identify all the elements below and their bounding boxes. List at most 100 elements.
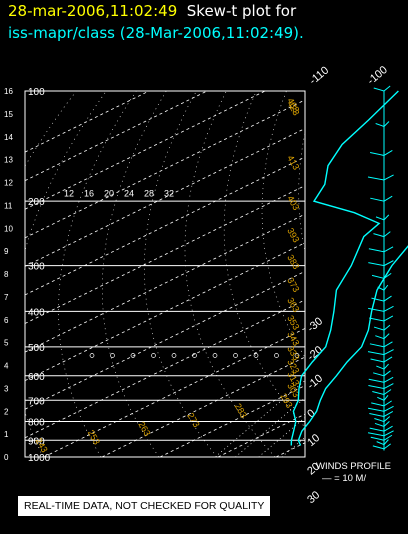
- mixing-ratio-marker: [274, 353, 279, 358]
- wind-barb: [383, 246, 394, 253]
- wind-barb: [370, 436, 385, 441]
- mixing-ratio-marker: [233, 353, 238, 358]
- pressure-tick-label: 600: [28, 372, 45, 383]
- wind-barb: [383, 315, 394, 322]
- dry-adiabat: [144, 90, 218, 458]
- dry-adiabat-label: 353: [285, 314, 301, 332]
- pressure-tick-label: 800: [28, 418, 45, 429]
- height-tick-label: 16: [4, 87, 13, 96]
- mixing-ratio-marker: [192, 353, 197, 358]
- height-tick-label: 8: [4, 270, 9, 279]
- wind-barb: [383, 430, 394, 437]
- plot-timestamp: 28-mar-2006,11:02:49: [8, 2, 178, 20]
- wind-barb: [373, 372, 385, 377]
- wind-barb: [383, 421, 390, 427]
- wind-barb: [375, 335, 385, 340]
- mixing-ratio-marker: [294, 353, 300, 358]
- isotherm-line: [24, 90, 266, 210]
- wind-barb: [383, 416, 391, 422]
- pressure-tick-label: 200: [28, 197, 45, 208]
- wind-barb: [377, 396, 385, 401]
- wind-barb: [383, 341, 393, 348]
- wind-barb: [383, 389, 392, 395]
- wind-barb: [376, 441, 385, 446]
- grid-layer: [24, 90, 306, 458]
- isotherm-right-label: -10: [305, 372, 325, 391]
- height-tick-label: 14: [4, 133, 13, 142]
- dry-adiabat-label: 393: [285, 226, 301, 244]
- wind-barb: [383, 85, 391, 92]
- wind-barb: [376, 365, 385, 370]
- wind-barb: [374, 418, 385, 423]
- height-tick-label: 5: [4, 339, 9, 348]
- height-tick-label: 7: [4, 293, 9, 302]
- dry-adiabat-label: 273: [185, 411, 201, 429]
- dry-adiabat-label: 373: [285, 276, 301, 294]
- wind-barb: [383, 121, 390, 127]
- height-tick-label: 2: [4, 407, 9, 416]
- wind-barb: [368, 307, 385, 312]
- wind-barb: [374, 422, 385, 427]
- mixing-ratio-marker: [89, 353, 95, 358]
- mixing-ratio-label: 12: [64, 188, 74, 198]
- mixing-ratio-label: 28: [144, 188, 154, 198]
- wind-barb: [369, 317, 385, 322]
- wind-barb: [383, 349, 394, 356]
- dry-adiabat: [102, 90, 167, 458]
- dry-adiabat: [261, 90, 305, 357]
- wind-barb: [371, 402, 385, 407]
- isotherm-line: [24, 99, 306, 239]
- isotherm-right-label: 30: [305, 489, 322, 506]
- isotherm-line: [24, 299, 306, 439]
- pressure-tick-label: 100: [28, 87, 45, 98]
- isotherm-right-label: -20: [305, 344, 325, 363]
- wind-barb: [368, 262, 385, 267]
- height-tick-label: 13: [4, 156, 13, 165]
- wind-barb: [383, 376, 394, 383]
- isotherm-line: [24, 156, 306, 296]
- isotherm-top-label: -100: [365, 64, 390, 87]
- wind-barb: [383, 150, 393, 156]
- mixing-ratio-label: 32: [164, 188, 174, 198]
- isotherm-line: [43, 328, 306, 458]
- pressure-tick-label: 700: [28, 396, 45, 407]
- plot-subtitle: iss-mapr/class (28-Mar-2006,11:02:49).: [8, 24, 304, 42]
- wind-barb: [383, 383, 394, 389]
- dry-adiabat: [25, 90, 107, 458]
- wind-barb: [383, 394, 389, 401]
- wind-barb: [368, 248, 385, 253]
- wind-barb: [375, 122, 385, 127]
- wind-barb: [370, 197, 385, 202]
- dry-adiabat-label: 283: [233, 402, 249, 420]
- wind-barb: [383, 363, 389, 370]
- mixing-ratio-marker: [212, 353, 218, 358]
- height-tick-label: 15: [4, 110, 13, 119]
- wind-barb: [383, 434, 393, 441]
- wind-barb: [383, 214, 390, 221]
- wind-barb: [383, 284, 389, 291]
- temperature-profile-line: [297, 245, 408, 446]
- mixing-ratio-marker: [130, 353, 136, 358]
- height-tick-label: 1: [4, 430, 9, 439]
- wind-barb: [373, 233, 385, 238]
- series-layer: [290, 90, 408, 446]
- wind-barb: [383, 411, 394, 417]
- mixing-ratio-marker: [151, 353, 156, 358]
- wind-barb: [367, 176, 385, 181]
- wind-barb: [383, 400, 392, 407]
- wind-barb: [369, 427, 385, 432]
- wind-barb: [369, 343, 385, 348]
- height-tick-label: 12: [4, 179, 13, 188]
- dry-adiabat-label: 253: [86, 428, 102, 446]
- wind-barb: [368, 407, 385, 412]
- height-tick-label: 6: [4, 316, 9, 325]
- dry-adiabat: [298, 132, 306, 249]
- pressure-tick-label: 900: [28, 436, 45, 447]
- isotherm-line: [24, 90, 150, 153]
- plot-label: Skew-t plot for: [186, 2, 297, 20]
- plot-frame: [24, 90, 306, 458]
- pressure-tick-label: 1000: [28, 453, 51, 464]
- wind-barb: [370, 358, 385, 363]
- mixing-ratio-line: [258, 417, 306, 458]
- wind-barb: [367, 432, 385, 437]
